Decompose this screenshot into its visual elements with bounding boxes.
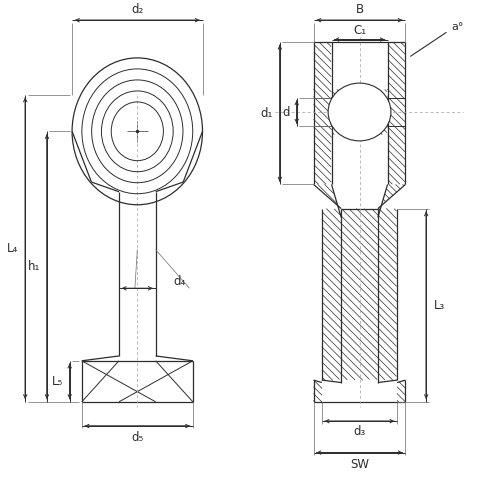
Text: d₃: d₃ [353,425,366,438]
Text: C₁: C₁ [353,24,366,38]
Ellipse shape [328,83,391,141]
Text: d₁: d₁ [261,107,273,120]
Text: B: B [355,3,364,16]
Text: L₅: L₅ [52,375,63,388]
Text: SW: SW [350,458,369,471]
Text: d₂: d₂ [131,3,144,16]
Text: a°: a° [451,22,463,33]
Text: d₄: d₄ [174,275,186,288]
Text: d₅: d₅ [131,431,144,444]
Text: L₃: L₃ [433,299,445,312]
Text: h₁: h₁ [28,260,40,273]
Text: d: d [282,106,290,119]
Text: L₄: L₄ [6,242,18,255]
